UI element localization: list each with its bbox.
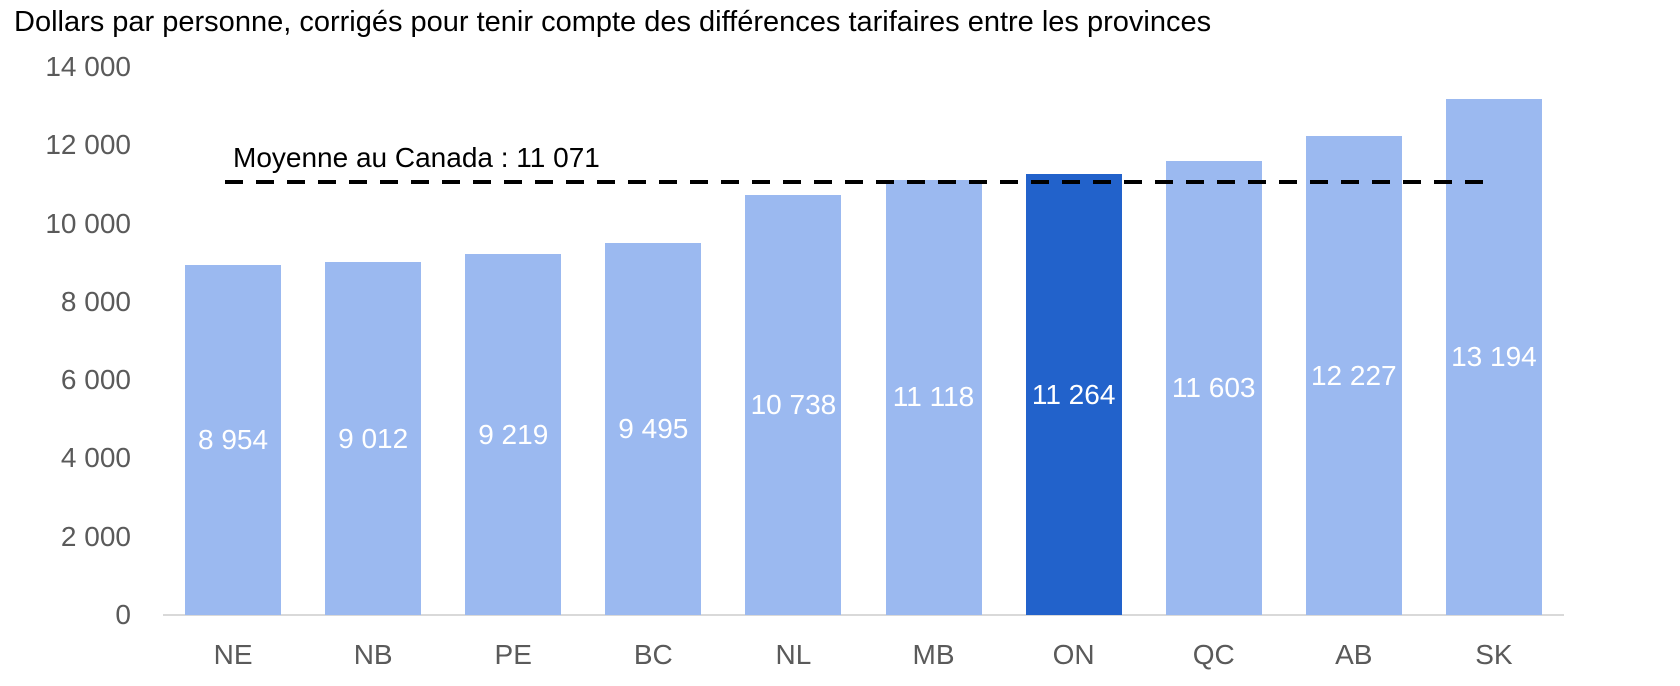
bar-slot: 9 219 bbox=[443, 67, 583, 615]
y-tick-label: 8 000 bbox=[60, 285, 131, 317]
x-axis-label-nl: NL bbox=[775, 639, 812, 670]
bar-value-label: 10 738 bbox=[750, 388, 837, 420]
x-axis-labels: NE NB PE BC NL MB ON QC AB SK bbox=[163, 639, 1564, 671]
bar-slot: 10 738 bbox=[723, 67, 863, 615]
x-axis-label-sk: SK bbox=[1475, 639, 1513, 670]
bar-slot: 11 264 bbox=[1004, 67, 1144, 615]
plot-area: 8 954 9 012 9 219 9 495 10 738 11 118 11 264 11… bbox=[163, 67, 1564, 670]
bar-value-label: 9 012 bbox=[338, 422, 409, 454]
y-axis: 0 2 000 4 000 6 000 8 000 10 000 12 000 14 000 bbox=[0, 53, 131, 629]
y-tick-label: 12 000 bbox=[45, 129, 131, 161]
bar-value-label: 11 118 bbox=[892, 381, 975, 413]
bar-value-label: 11 603 bbox=[1171, 371, 1256, 403]
bar-value-label: 9 495 bbox=[618, 413, 689, 445]
x-axis-label-ne: NE bbox=[213, 639, 253, 670]
bar-nl: 10 738 bbox=[745, 194, 842, 615]
y-tick-label: 4 000 bbox=[60, 442, 131, 474]
bar-slot: 12 227 bbox=[1284, 67, 1424, 615]
bar-qc: 11 603 bbox=[1165, 160, 1262, 615]
bar-slot: 8 954 bbox=[163, 67, 303, 615]
y-tick-label: 2 000 bbox=[60, 520, 131, 552]
bar-on: 11 264 bbox=[1025, 174, 1122, 615]
bar-value-label: 9 219 bbox=[478, 418, 549, 450]
average-dashed-line bbox=[225, 179, 1490, 184]
bars-row: 8 954 9 012 9 219 9 495 10 738 11 118 11 264 11… bbox=[163, 67, 1564, 615]
bar-value-label: 12 227 bbox=[1310, 359, 1397, 391]
y-tick-label: 14 000 bbox=[45, 51, 131, 82]
x-axis-label-bc: BC bbox=[633, 639, 673, 670]
bar-sk: 13 194 bbox=[1445, 98, 1542, 615]
bar-ab: 12 227 bbox=[1305, 136, 1402, 615]
x-axis-label-on: ON bbox=[1052, 639, 1095, 670]
y-tick-label: 6 000 bbox=[60, 364, 131, 396]
y-tick-label: 10 000 bbox=[45, 207, 131, 239]
bar-slot: 9 495 bbox=[583, 67, 723, 615]
x-axis-label-qc: QC bbox=[1192, 639, 1235, 670]
bar-bc: 9 495 bbox=[605, 243, 702, 615]
bar-slot: 11 603 bbox=[1144, 67, 1284, 615]
bar-value-label: 8 954 bbox=[198, 423, 269, 455]
bar-slot: 13 194 bbox=[1424, 67, 1564, 615]
bar-ne: 8 954 bbox=[185, 264, 282, 615]
bar-pe: 9 219 bbox=[465, 254, 562, 615]
chart-title: Dollars par personne, corrigés pour teni… bbox=[14, 6, 1212, 38]
x-axis-label-nb: NB bbox=[353, 639, 393, 670]
bar-slot: 11 118 bbox=[863, 67, 1003, 615]
x-axis-label-pe: PE bbox=[494, 639, 532, 670]
bar-value-label: 11 264 bbox=[1031, 378, 1116, 410]
x-axis-line bbox=[163, 614, 1564, 616]
x-axis-label-ab: AB bbox=[1335, 639, 1373, 670]
average-line-label: Moyenne au Canada : 11 071 bbox=[233, 141, 600, 173]
x-axis-label-mb: MB bbox=[912, 639, 955, 670]
bar-value-label: 13 194 bbox=[1451, 340, 1537, 372]
y-tick-label: 0 bbox=[115, 599, 131, 630]
bar-nb: 9 012 bbox=[325, 262, 422, 615]
bar-slot: 9 012 bbox=[303, 67, 443, 615]
bar-mb: 11 118 bbox=[885, 179, 982, 615]
